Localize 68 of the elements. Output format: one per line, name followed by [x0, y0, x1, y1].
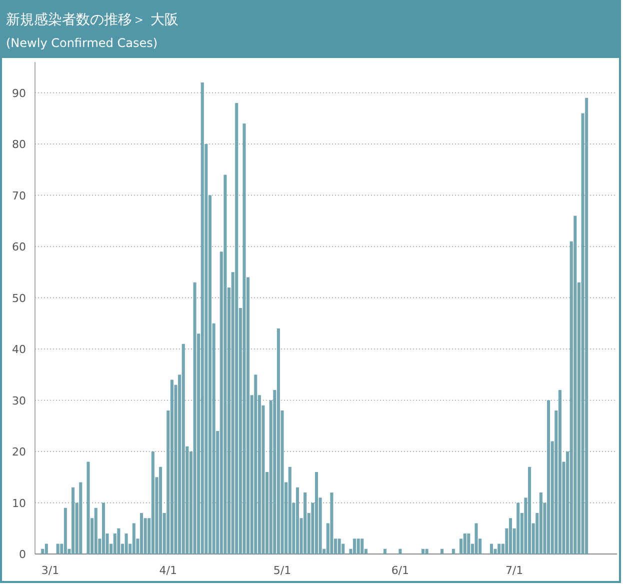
y-tick-label: 80	[12, 138, 26, 151]
x-tick-label: 5/1	[273, 564, 292, 577]
y-tick-label: 30	[12, 394, 26, 408]
bar	[516, 502, 520, 554]
bar	[452, 548, 455, 554]
bar	[490, 544, 493, 554]
bar	[102, 502, 105, 554]
y-tick-label: 70	[12, 189, 26, 202]
bar	[94, 508, 98, 554]
bar	[200, 82, 204, 554]
bar	[558, 390, 562, 554]
bar	[242, 124, 246, 554]
bar	[467, 534, 470, 554]
y-tick-label: 40	[12, 343, 26, 356]
bar	[182, 344, 185, 554]
y-tick-label: 20	[12, 446, 26, 458]
bar	[528, 466, 532, 554]
bar	[383, 548, 386, 554]
bar	[314, 472, 318, 554]
x-tick-label: 4/1	[159, 564, 177, 577]
bar	[151, 452, 154, 554]
bar	[353, 538, 356, 554]
bar	[224, 174, 227, 554]
bar	[330, 492, 334, 554]
bar	[338, 538, 341, 554]
bar	[360, 538, 364, 554]
chart-title: 新規感染者数の推移＞ 大阪	[6, 12, 178, 28]
bar	[72, 487, 75, 554]
bar	[296, 487, 299, 554]
bar	[64, 508, 67, 554]
bar	[117, 528, 120, 554]
bar	[170, 380, 174, 554]
bar	[159, 466, 162, 554]
bar	[79, 482, 82, 554]
bar	[539, 492, 542, 554]
bar	[254, 374, 258, 554]
bar	[547, 400, 550, 554]
chart-subtitle: (Newly Confirmed Cases)	[6, 36, 158, 50]
x-tick-label: 7/1	[505, 564, 524, 577]
y-tick-label: 0	[19, 548, 26, 561]
x-tick-label: 6/1	[391, 564, 410, 577]
x-tick-label: 3/1	[41, 564, 60, 577]
bar	[425, 548, 428, 554]
bar	[474, 523, 478, 554]
bar	[86, 462, 90, 554]
bar	[235, 103, 238, 554]
bar	[356, 538, 360, 554]
bar	[193, 282, 196, 554]
bar	[124, 534, 128, 554]
bar	[140, 513, 144, 554]
y-tick-label: 90	[12, 86, 26, 100]
y-tick-label: 10	[12, 496, 26, 510]
bar	[498, 544, 501, 554]
bar	[44, 544, 48, 554]
bar	[463, 534, 466, 554]
bar	[508, 518, 512, 554]
bar	[132, 523, 136, 554]
bar	[421, 548, 425, 554]
y-tick-label: 60	[12, 240, 26, 254]
bar	[56, 544, 60, 554]
bar	[585, 98, 588, 554]
bar	[574, 216, 577, 554]
bar	[276, 328, 280, 554]
bar	[304, 492, 307, 554]
y-tick-label: 50	[12, 292, 26, 305]
bar	[288, 466, 292, 554]
bar	[440, 548, 444, 554]
bar	[398, 548, 402, 554]
